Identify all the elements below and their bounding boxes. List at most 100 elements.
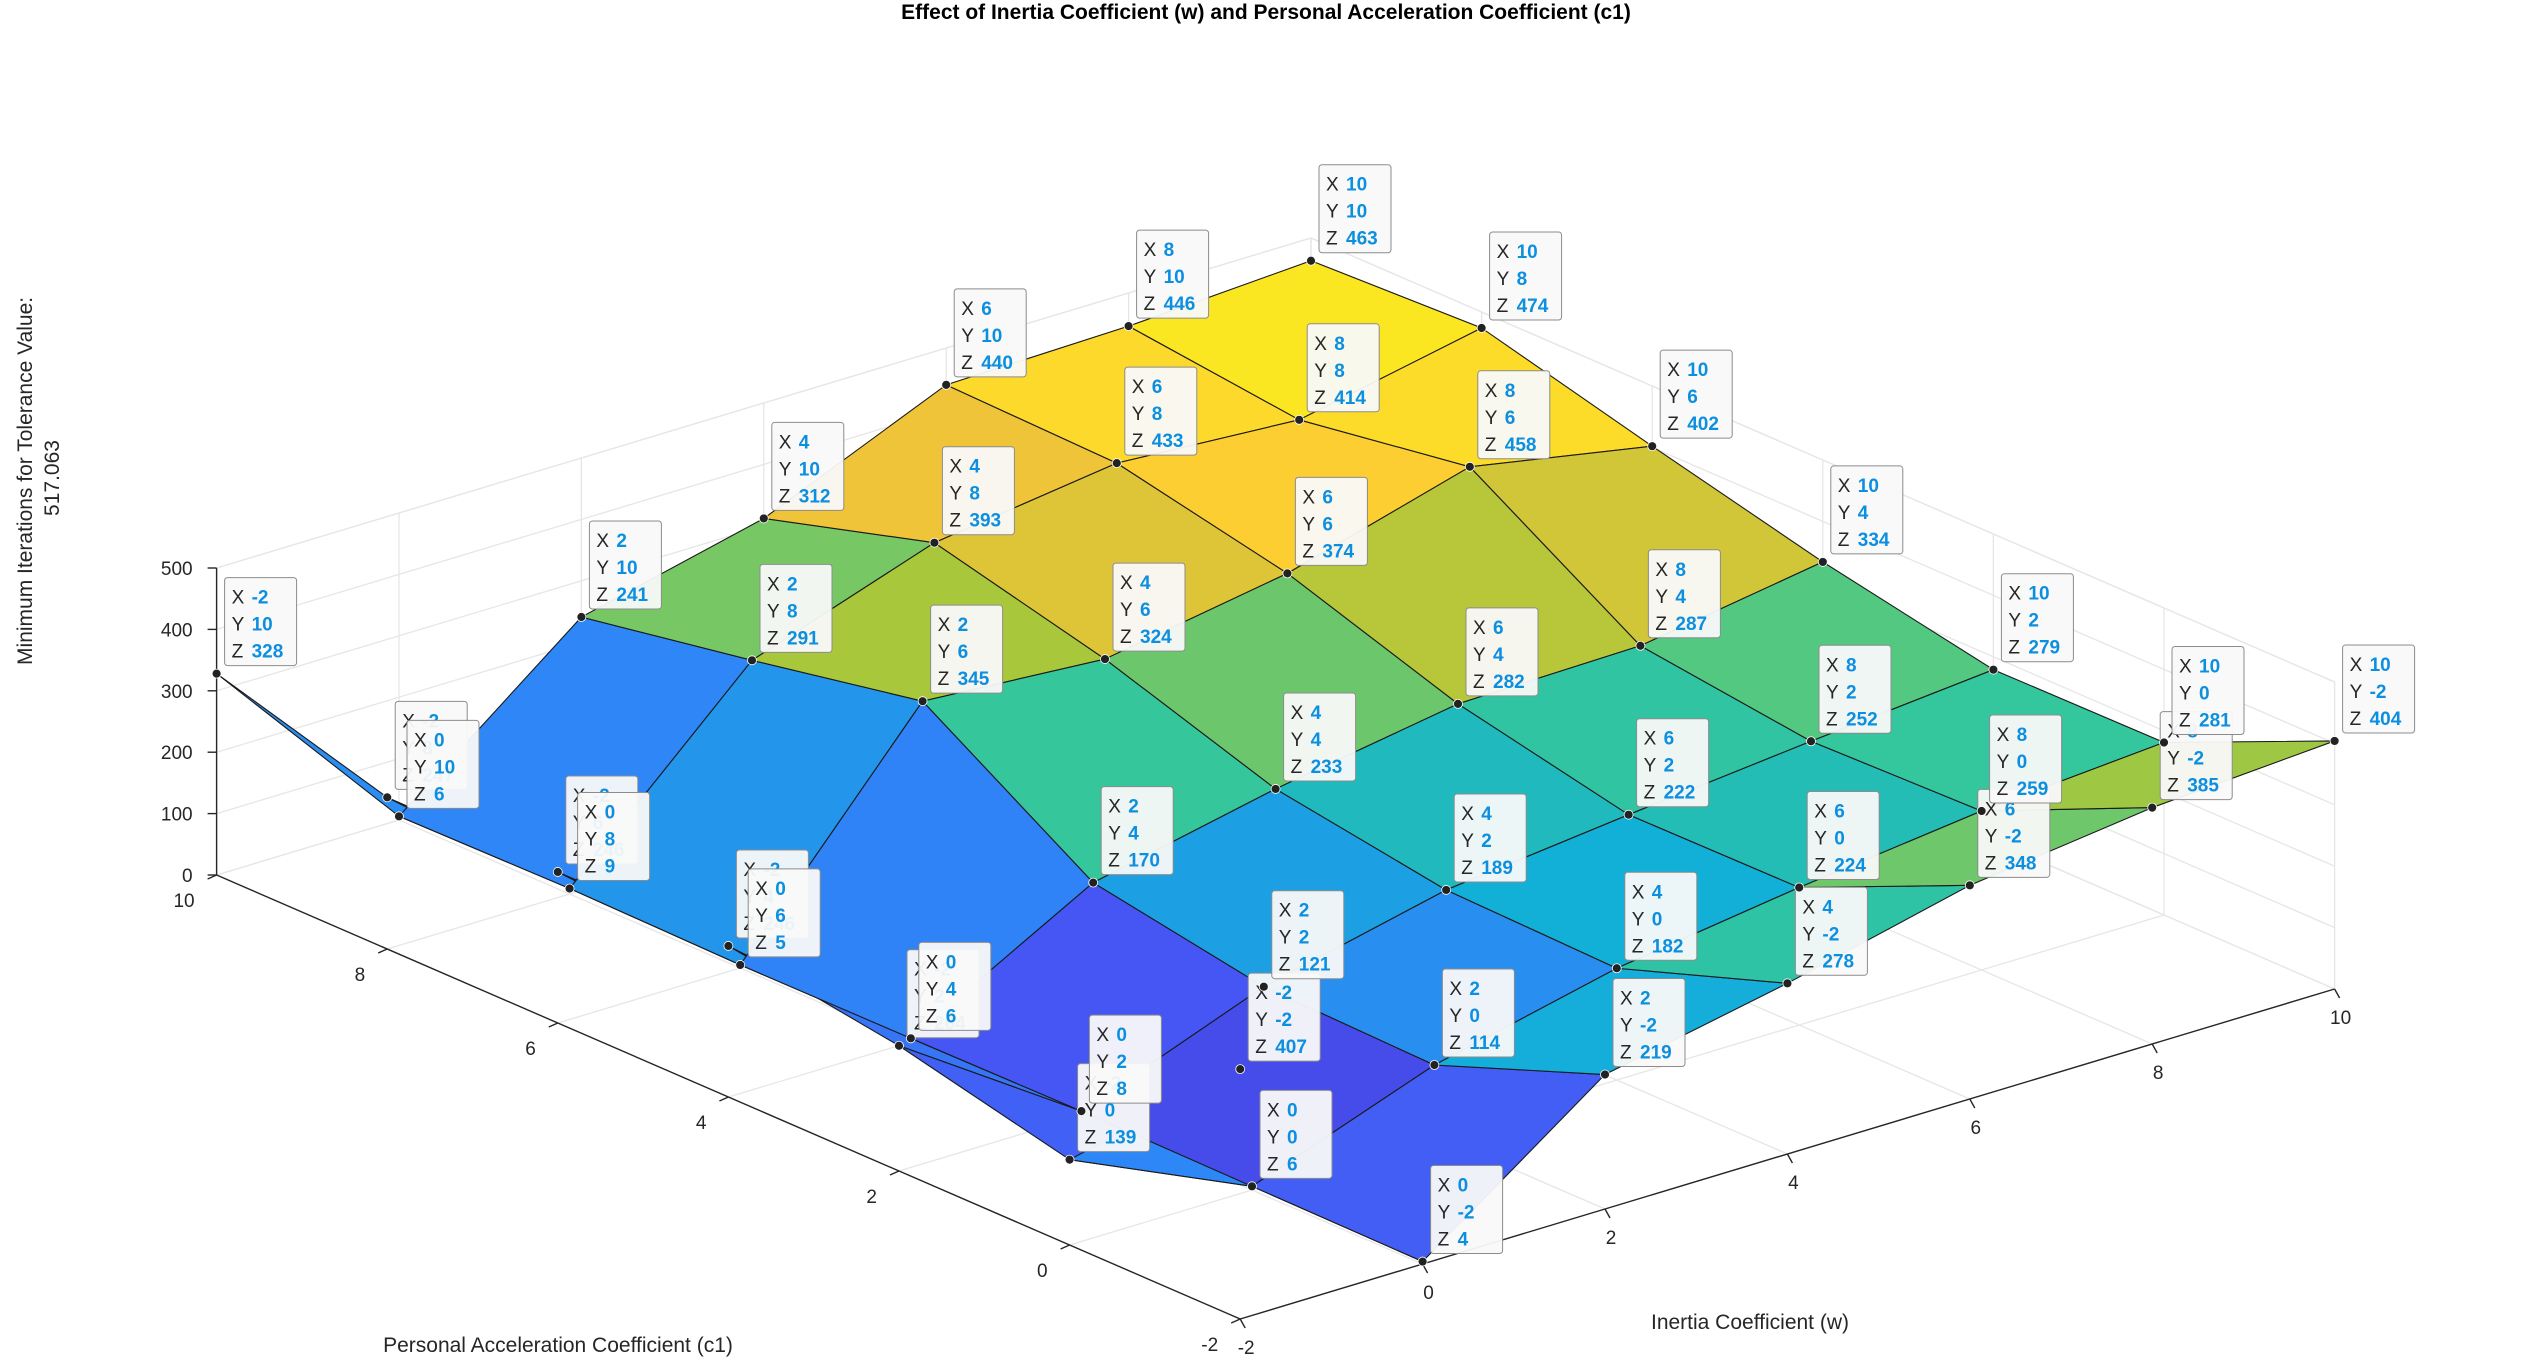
z-tick-label: 0 bbox=[182, 866, 193, 887]
data-tip: X 8Y 8Z 414 bbox=[1294, 323, 1380, 425]
data-tip-value: 0 bbox=[1458, 1176, 1469, 1197]
data-tip-key: X bbox=[779, 432, 792, 453]
data-tip-value: 433 bbox=[1152, 431, 1184, 452]
data-tip-box bbox=[771, 421, 845, 511]
data-tip-key: X bbox=[1449, 979, 1462, 1000]
x-tick-mark bbox=[1969, 1098, 1976, 1109]
data-tip-key: Y bbox=[1667, 387, 1680, 408]
data-tip-value: 8 bbox=[2017, 725, 2028, 746]
data-tip-value: 281 bbox=[2199, 710, 2231, 731]
data-point bbox=[576, 612, 587, 622]
data-tip-key: Z bbox=[1826, 709, 1838, 730]
data-tip-key: X bbox=[938, 615, 951, 636]
data-tip-value: -2 bbox=[1822, 924, 1839, 945]
data-tip-value: -2 bbox=[2005, 826, 2022, 847]
data-tip-key: Z bbox=[1814, 855, 1826, 876]
z-tick-label: 500 bbox=[161, 559, 193, 580]
data-tip-value: 334 bbox=[1858, 530, 1890, 551]
data-point bbox=[758, 513, 769, 524]
data-tip-box bbox=[1830, 465, 1904, 555]
data-tip-key: Y bbox=[926, 979, 939, 1000]
data-tip-value: 282 bbox=[1493, 672, 1525, 693]
data-tip-box bbox=[1136, 229, 1210, 319]
data-point bbox=[1306, 255, 1316, 266]
data-tip-key: Z bbox=[1291, 757, 1303, 778]
data-tip-box bbox=[1612, 978, 1686, 1068]
data-point bbox=[1417, 1256, 1428, 1267]
z-tick-label: 200 bbox=[161, 743, 193, 764]
data-point bbox=[1429, 1060, 1440, 1070]
y-tick-label: 8 bbox=[355, 965, 366, 986]
data-tip-key: Z bbox=[1302, 541, 1314, 562]
data-point bbox=[917, 696, 928, 707]
data-point bbox=[1441, 885, 1452, 895]
data-tip-value: 312 bbox=[799, 486, 831, 507]
data-tip-key: X bbox=[767, 574, 780, 595]
data-tip-key: Z bbox=[949, 511, 961, 532]
data-tip-value: 10 bbox=[2199, 656, 2220, 677]
data-tip-key: X bbox=[1826, 655, 1839, 676]
data-tip-box bbox=[1441, 968, 1515, 1058]
data-tip: X 6Y 4Z 282 bbox=[1453, 607, 1539, 709]
data-tip-key: X bbox=[2179, 656, 2192, 677]
data-tip-value: 0 bbox=[1834, 828, 1845, 849]
data-tip: X 4Y 6Z 324 bbox=[1100, 562, 1186, 664]
data-tip-key: Y bbox=[2350, 682, 2363, 703]
data-tip-key: Y bbox=[1120, 600, 1133, 621]
data-point bbox=[1453, 698, 1463, 709]
y-tick-mark bbox=[377, 948, 388, 954]
x-tick-label: 8 bbox=[2153, 1063, 2164, 1084]
data-tip-key: Y bbox=[2008, 611, 2021, 632]
data-tip-key: Z bbox=[1644, 783, 1656, 804]
data-tip-key: Z bbox=[1461, 858, 1473, 879]
data-tip-key: Z bbox=[1985, 853, 1997, 874]
data-point bbox=[905, 1033, 916, 1044]
data-tip-key: X bbox=[1108, 797, 1121, 818]
data-tip-key: X bbox=[1096, 1025, 1109, 1046]
data-tip-key: Y bbox=[1473, 645, 1486, 666]
data-tip-value: 2 bbox=[1128, 797, 1139, 818]
data-tip-value: 324 bbox=[1140, 627, 1172, 648]
data-tip-value: 440 bbox=[981, 353, 1013, 374]
x-tick-label: -2 bbox=[1238, 1338, 1255, 1359]
data-tip-value: 6 bbox=[775, 906, 786, 927]
data-tip-value: 6 bbox=[434, 784, 445, 805]
data-tip-key: Y bbox=[414, 757, 427, 778]
z-tick-label: 300 bbox=[161, 682, 193, 703]
data-tip: X -2Y -2Z 407 bbox=[1235, 972, 1321, 1075]
data-tip-value: 6 bbox=[946, 1006, 957, 1027]
data-point bbox=[1611, 963, 1622, 974]
data-tip-value: 8 bbox=[1505, 381, 1516, 402]
data-tip-box bbox=[1306, 323, 1380, 413]
data-tip-key: Z bbox=[1485, 435, 1497, 456]
data-tip-value: 0 bbox=[946, 952, 957, 973]
data-tip: X 2Y 10 Z 241 bbox=[576, 520, 662, 622]
x-tick-mark bbox=[1239, 1318, 1246, 1329]
z-tick-label: 400 bbox=[161, 620, 193, 641]
data-tip-key: X bbox=[949, 457, 962, 478]
data-tip-value: 10 bbox=[616, 558, 637, 579]
data-tip-key: X bbox=[585, 802, 598, 823]
y-tick-mark bbox=[548, 1022, 559, 1028]
data-tip-key: Y bbox=[1985, 826, 1998, 847]
data-tip-value: 224 bbox=[1834, 855, 1866, 876]
data-tip-key: Y bbox=[779, 459, 792, 480]
data-tip-key: X bbox=[1279, 901, 1292, 922]
data-tip-key: Y bbox=[1620, 1016, 1633, 1037]
data-tip-key: X bbox=[1667, 360, 1680, 381]
x-tick-mark bbox=[2333, 988, 2341, 999]
data-point bbox=[1076, 1106, 1087, 1116]
data-tip-key: X bbox=[1326, 175, 1339, 196]
data-tip-value: 6 bbox=[958, 642, 969, 663]
data-tip-key: Z bbox=[1279, 955, 1291, 976]
x-tick-mark bbox=[1604, 1208, 1611, 1219]
z-axis-label-line-1: Minimum Iterations for Tolerance Value: bbox=[14, 297, 37, 665]
data-point bbox=[1064, 1154, 1075, 1165]
data-tip: X 8Y 0Z 259 bbox=[1976, 714, 2063, 816]
data-tip-key: Y bbox=[1485, 408, 1498, 429]
data-tip-value: 385 bbox=[2187, 776, 2219, 797]
data-point bbox=[1464, 461, 1475, 472]
data-point bbox=[211, 668, 222, 679]
data-tip-key: Z bbox=[1473, 672, 1485, 693]
data-tip-key: Z bbox=[1838, 530, 1850, 551]
